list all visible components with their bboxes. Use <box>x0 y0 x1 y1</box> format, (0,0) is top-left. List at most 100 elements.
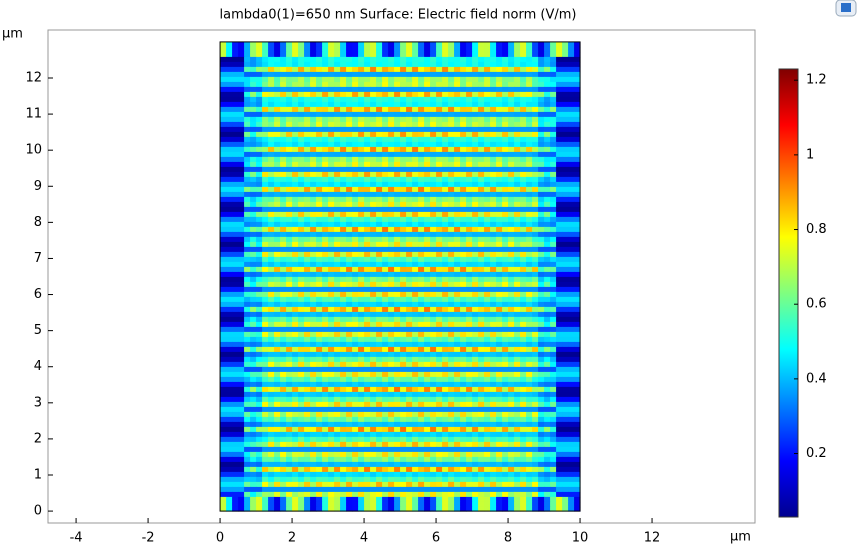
field-cell <box>562 266 569 273</box>
field-cell <box>268 376 275 383</box>
field-cell <box>508 116 515 123</box>
field-cell <box>556 101 563 108</box>
field-cell <box>256 216 263 223</box>
field-cell <box>238 391 245 398</box>
field-cell <box>526 226 533 233</box>
field-cell <box>532 271 539 278</box>
field-cell <box>274 356 281 363</box>
field-cell <box>514 381 521 388</box>
field-cell <box>250 56 257 63</box>
field-cell <box>472 276 479 283</box>
field-cell <box>550 51 557 58</box>
field-cell <box>268 446 275 453</box>
field-cell <box>238 281 245 288</box>
field-cell <box>286 226 293 233</box>
field-cell <box>502 121 509 128</box>
field-cell <box>412 141 419 148</box>
field-cell <box>262 211 269 218</box>
field-cell <box>358 341 365 348</box>
field-cell <box>454 446 461 453</box>
field-cell <box>556 186 563 193</box>
field-cell <box>274 131 281 138</box>
field-cell <box>334 176 341 183</box>
field-cell <box>442 366 449 373</box>
field-cell <box>400 426 407 433</box>
field-cell <box>490 71 497 78</box>
field-cell <box>412 81 419 88</box>
field-cell <box>364 41 371 48</box>
field-cell <box>376 276 383 283</box>
field-cell <box>460 341 467 348</box>
field-cell <box>454 41 461 48</box>
field-cell <box>364 241 371 248</box>
field-cell <box>544 81 551 88</box>
field-cell <box>274 391 281 398</box>
field-cell <box>310 61 317 68</box>
field-cell <box>430 331 437 338</box>
field-cell <box>556 111 563 118</box>
field-cell <box>244 246 251 253</box>
field-cell <box>568 71 575 78</box>
field-cell <box>460 81 467 88</box>
field-cell <box>484 261 491 268</box>
field-cell <box>370 446 377 453</box>
field-cell <box>550 331 557 338</box>
field-cell <box>298 321 305 328</box>
field-cell <box>442 111 449 118</box>
field-cell <box>448 191 455 198</box>
field-cell <box>412 256 419 263</box>
field-cell <box>382 246 389 253</box>
field-cell <box>418 411 425 418</box>
field-cell <box>310 256 317 263</box>
field-cell <box>370 321 377 328</box>
field-cell <box>532 331 539 338</box>
field-cell <box>562 216 569 223</box>
field-cell <box>346 421 353 428</box>
field-cell <box>562 211 569 218</box>
field-cell <box>532 126 539 133</box>
field-cell <box>556 276 563 283</box>
field-cell <box>490 66 497 73</box>
field-cell <box>250 96 257 103</box>
field-cell <box>280 446 287 453</box>
field-cell <box>448 326 455 333</box>
field-cell <box>226 76 233 83</box>
field-cell <box>250 46 257 53</box>
field-cell <box>220 206 227 213</box>
field-cell <box>238 296 245 303</box>
field-cell <box>388 176 395 183</box>
field-cell <box>406 61 413 68</box>
field-cell <box>550 276 557 283</box>
field-cell <box>352 376 359 383</box>
field-cell <box>334 411 341 418</box>
field-cell <box>310 96 317 103</box>
field-cell <box>358 161 365 168</box>
field-cell <box>544 196 551 203</box>
field-cell <box>370 316 377 323</box>
field-cell <box>292 246 299 253</box>
field-cell <box>244 446 251 453</box>
field-cell <box>232 301 239 308</box>
field-cell <box>478 101 485 108</box>
field-cell <box>316 206 323 213</box>
field-cell <box>406 151 413 158</box>
field-cell <box>268 276 275 283</box>
field-cell <box>220 266 227 273</box>
field-cell <box>430 71 437 78</box>
field-cell <box>478 316 485 323</box>
field-cell <box>370 281 377 288</box>
field-cell <box>514 396 521 403</box>
field-cell <box>328 356 335 363</box>
field-cell <box>352 356 359 363</box>
field-cell <box>490 356 497 363</box>
field-cell <box>448 76 455 83</box>
field-cell <box>496 141 503 148</box>
field-cell <box>460 361 467 368</box>
field-cell <box>382 66 389 73</box>
field-cell <box>532 306 539 313</box>
field-cell <box>268 431 275 438</box>
field-cell <box>304 316 311 323</box>
field-cell <box>238 181 245 188</box>
field-cell <box>466 396 473 403</box>
field-cell <box>358 326 365 333</box>
